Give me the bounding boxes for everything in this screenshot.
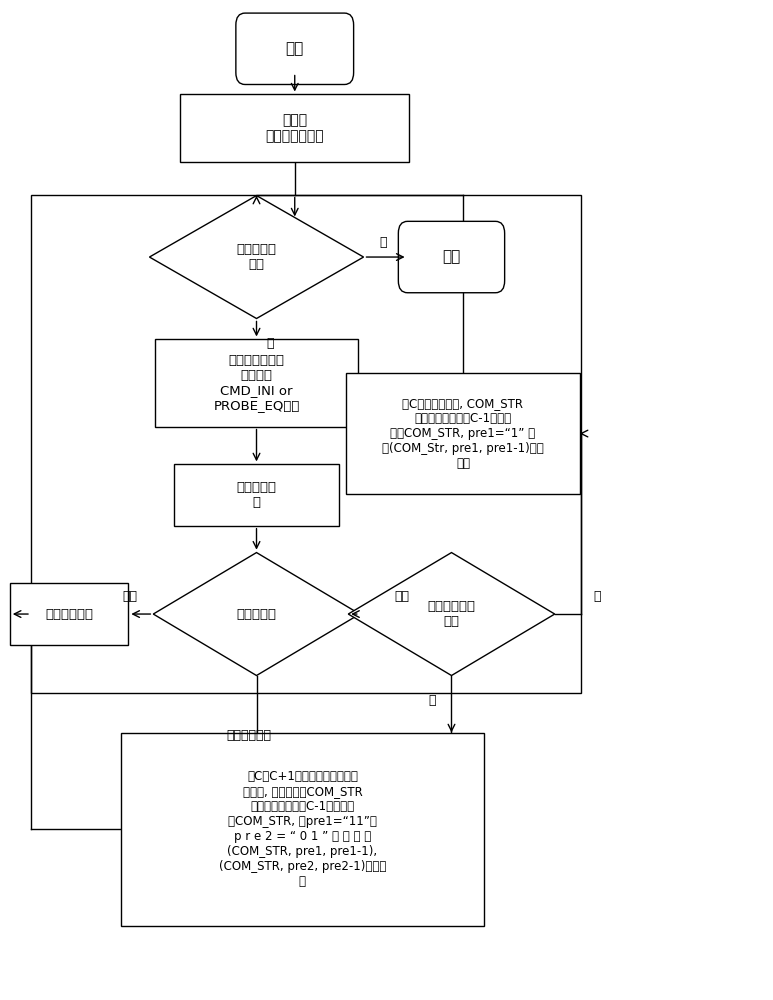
Polygon shape bbox=[149, 196, 363, 319]
Text: 时隙状态？: 时隙状态？ bbox=[237, 608, 277, 621]
Bar bbox=[10, 583, 128, 645]
Text: 堆栈是否为
空？: 堆栈是否为 空？ bbox=[237, 243, 277, 271]
Text: 令C和C+1为最高碰撞位和次高
碰撞位, 将公共前缀COM_STR
串联返回数据的前C-1位构成新
的COM_STR, 令pre1=“11”，
p r e 2 : 令C和C+1为最高碰撞位和次高 碰撞位, 将公共前缀COM_STR 串联返回数据… bbox=[219, 770, 386, 888]
FancyBboxPatch shape bbox=[236, 13, 353, 84]
Text: 碰撞: 碰撞 bbox=[394, 590, 409, 603]
Text: 结束: 结束 bbox=[442, 250, 461, 265]
Text: 可识别的碰撞: 可识别的碰撞 bbox=[226, 729, 271, 742]
Text: 开始: 开始 bbox=[285, 41, 304, 56]
Text: 令C为最高碰撞位, COM_STR
串联返回数据的前C-1位构成
新的COM_STR, pre1=“1” 并
将(COM_Str, pre1, pre1-1)压: 令C为最高碰撞位, COM_STR 串联返回数据的前C-1位构成 新的COM_S… bbox=[382, 397, 544, 470]
Bar bbox=[346, 373, 580, 494]
Text: 否: 否 bbox=[593, 590, 601, 603]
Text: 最高碰撞位连
续？: 最高碰撞位连 续？ bbox=[427, 600, 475, 628]
Polygon shape bbox=[349, 553, 555, 676]
Polygon shape bbox=[153, 553, 359, 676]
Text: 成功: 成功 bbox=[123, 590, 138, 603]
Text: 否: 否 bbox=[267, 337, 274, 350]
Text: 成功识别标签: 成功识别标签 bbox=[45, 608, 94, 621]
Bar bbox=[180, 94, 410, 162]
Bar bbox=[155, 339, 358, 427]
Text: 是: 是 bbox=[429, 694, 436, 707]
Text: 等待标签响
应: 等待标签响 应 bbox=[237, 481, 277, 509]
Bar bbox=[121, 733, 484, 926]
FancyBboxPatch shape bbox=[398, 221, 505, 293]
Bar bbox=[174, 464, 339, 526]
Bar bbox=[31, 195, 581, 693]
Text: 是: 是 bbox=[379, 236, 386, 249]
Text: 初始化
将空串压入堆栈: 初始化 将空串压入堆栈 bbox=[265, 113, 324, 143]
Text: 从堆栈中提取前
缀并发送
CMD_INI or
PROBE_EQ命令: 从堆栈中提取前 缀并发送 CMD_INI or PROBE_EQ命令 bbox=[213, 354, 300, 412]
